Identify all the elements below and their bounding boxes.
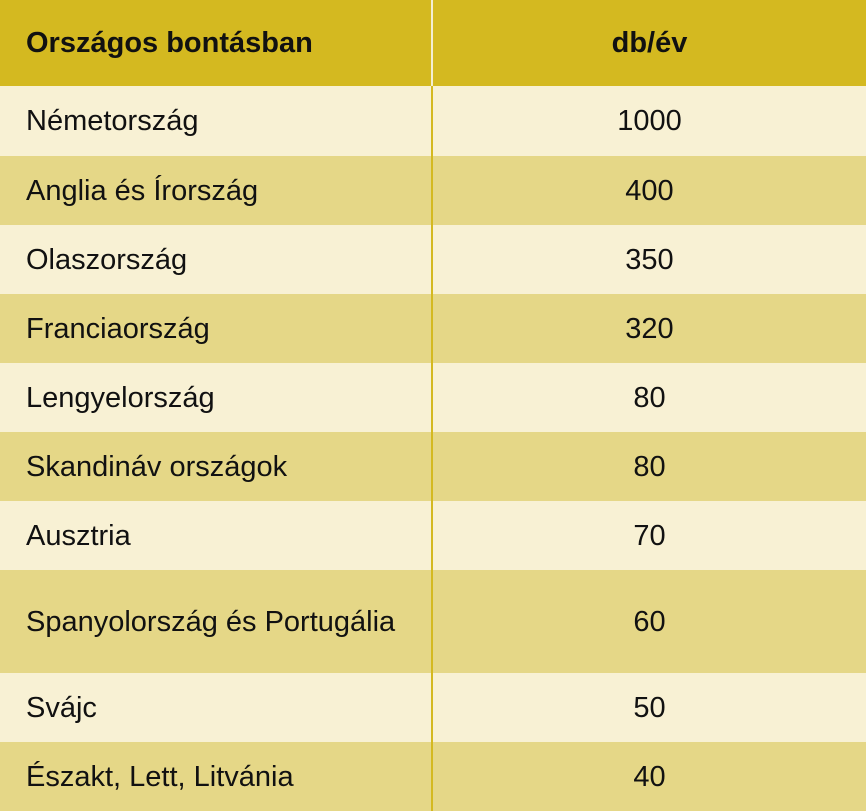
table-row: Spanyolország és Portugália 60 <box>0 570 866 673</box>
country-cell: Svájc <box>0 673 433 742</box>
value-cell: 60 <box>432 570 866 673</box>
country-cell: Északt, Lett, Litvánia <box>0 742 433 811</box>
value-cell: 320 <box>432 294 866 363</box>
table-row: Franciaország 320 <box>0 294 866 363</box>
value-cell: 40 <box>432 742 866 811</box>
table-row: Németország 1000 <box>0 86 866 156</box>
table-row: Lengyelország 80 <box>0 363 866 432</box>
value-cell: 80 <box>432 363 866 432</box>
country-cell: Franciaország <box>0 294 433 363</box>
country-cell: Lengyelország <box>0 363 433 432</box>
country-cell: Spanyolország és Portugália <box>0 570 433 673</box>
value-cell: 70 <box>432 501 866 570</box>
country-cell: Ausztria <box>0 501 433 570</box>
country-cell: Olaszország <box>0 225 433 294</box>
table-row: Skandináv országok 80 <box>0 432 866 501</box>
value-cell: 50 <box>432 673 866 742</box>
table-row: Olaszország 350 <box>0 225 866 294</box>
column-header-country: Országos bontásban <box>0 0 433 86</box>
country-cell: Németország <box>0 86 433 156</box>
value-cell: 400 <box>432 156 866 225</box>
table-row: Anglia és Írország 400 <box>0 156 866 225</box>
table-row: Svájc 50 <box>0 673 866 742</box>
table-row: Ausztria 70 <box>0 501 866 570</box>
value-cell: 350 <box>432 225 866 294</box>
header-row: Országos bontásban db/év <box>0 0 866 86</box>
table-row: Északt, Lett, Litvánia 40 <box>0 742 866 811</box>
value-cell: 80 <box>432 432 866 501</box>
country-cell: Anglia és Írország <box>0 156 433 225</box>
country-cell: Skandináv országok <box>0 432 433 501</box>
column-header-value: db/év <box>432 0 866 86</box>
value-cell: 1000 <box>432 86 866 156</box>
